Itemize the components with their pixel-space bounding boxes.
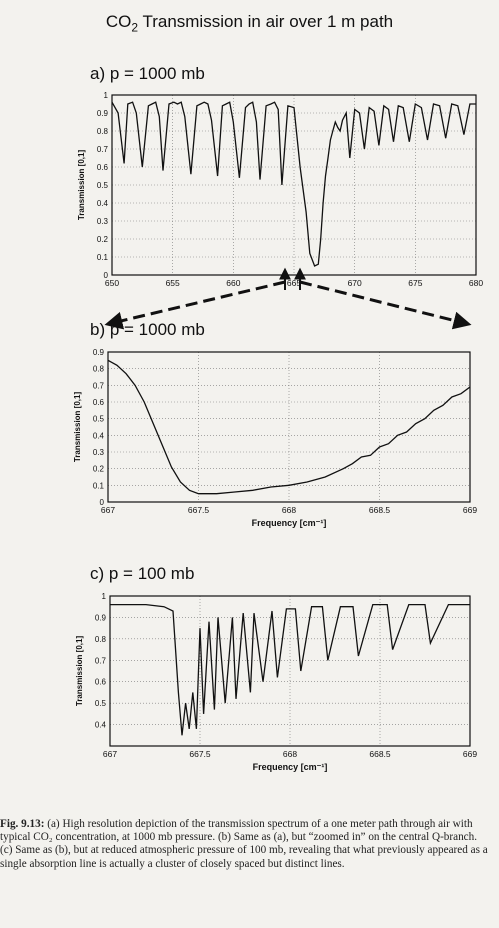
chart-b-xtick-label: 667 (101, 505, 115, 515)
chart-a-ytick-label: 0.5 (97, 181, 109, 190)
chart-b-ytick-label: 0.6 (93, 398, 105, 407)
chart-a-ytick-label: 0.1 (97, 253, 109, 262)
panel-a-label: a) p = 1000 mb (90, 64, 205, 83)
chart-c-xlabel: Frequency [cm⁻¹] (253, 762, 328, 772)
panel-c-label: c) p = 100 mb (90, 564, 195, 583)
chart-b-ytick-label: 0 (100, 498, 105, 507)
chart-a-xtick-label: 670 (348, 278, 362, 288)
chart-a-ytick-label: 1 (104, 91, 109, 100)
chart-c-ytick-label: 0.5 (95, 699, 107, 708)
chart-b-ytick-label: 0.5 (93, 415, 105, 424)
figure-caption: Fig. 9.13: (a) High resolution depiction… (0, 818, 490, 871)
chart-b-ytick-label: 0.3 (93, 448, 105, 457)
chart-c-xtick-label: 669 (463, 749, 477, 759)
chart-b-xlabel: Frequency [cm⁻¹] (252, 518, 327, 528)
chart-b-ytick-label: 0.7 (93, 381, 105, 390)
chart-a-ytick-label: 0.4 (97, 199, 109, 208)
chart-c-series-line (110, 603, 470, 736)
chart-c-xtick-label: 667 (103, 749, 117, 759)
chart-a-ytick-label: 0.7 (97, 145, 109, 154)
chart-b-frame (107, 351, 471, 503)
chart-b-xtick-label: 669 (463, 505, 477, 515)
chart-a-xtick-label: 675 (408, 278, 422, 288)
chart-b-xtick-label: 668 (282, 505, 296, 515)
zoom-arrows (104, 267, 472, 330)
chart-b-ytick-label: 0.4 (93, 431, 105, 440)
chart-b-ytick-label: 0.8 (93, 365, 105, 374)
chart-c-ytick-label: 0.9 (95, 613, 107, 622)
chart-a-xtick-label: 660 (226, 278, 240, 288)
chart-c-xtick-label: 668 (283, 749, 297, 759)
chart-c-ytick-label: 0.8 (95, 635, 107, 644)
chart-c-ylabel: Transmission [0,1] (75, 636, 84, 707)
chart-c-ytick-label: 0.7 (95, 656, 107, 665)
chart-c-frame (109, 595, 471, 747)
chart-c: 0.4 0.5 0.6 0.7 0.8 0.9 1 667 667.5 668 668.5 669 Tr… (75, 592, 477, 772)
chart-b-ytick-label: 0.9 (93, 348, 105, 357)
chart-a-ylabel: Transmission [0,1] (77, 150, 86, 221)
chart-c-ytick-label: 1 (102, 592, 107, 601)
chart-a-xtick-label: 655 (166, 278, 180, 288)
title-suffix: Transmission in air over 1 m path (138, 12, 394, 31)
zoom-arrow-right (299, 280, 472, 330)
chart-a-series-line (111, 101, 476, 267)
chart-a-ytick-label: 0.3 (97, 217, 109, 226)
chart-c-ytick-label: 0.6 (95, 678, 107, 687)
chart-a-ytick-label: 0.6 (97, 163, 109, 172)
chart-b-xtick-label: 668.5 (369, 505, 391, 515)
title-prefix: CO (105, 12, 132, 31)
chart-a-ytick-label: 0.2 (97, 235, 109, 244)
chart-c-xtick-label: 667.5 (189, 749, 211, 759)
chart-b: 0 0.1 0.2 0.3 0.4 0.5 0.6 0.7 0.8 0.9 667 667.5 668 6… (73, 348, 477, 528)
chart-a-ytick-label: 0.8 (97, 127, 109, 136)
chart-a-xtick-label: 650 (105, 278, 119, 288)
zoom-arrow-left (104, 280, 286, 330)
chart-a-xtick-label: 680 (469, 278, 483, 288)
caption-label: Fig. 9.13: (0, 818, 45, 830)
chart-b-ylabel: Transmission [0,1] (73, 392, 82, 463)
chart-a-ytick-label: 0 (104, 271, 109, 280)
chart-a-xtick-label: 665 (287, 278, 301, 288)
chart-b-xtick-label: 667.5 (188, 505, 210, 515)
chart-c-ytick-label: 0.4 (95, 721, 107, 730)
chart-b-ytick-label: 0.2 (93, 465, 105, 474)
chart-a-ytick-label: 0.9 (97, 109, 109, 118)
figure-title: CO2 Transmission in air over 1 m path (0, 12, 499, 34)
title-subscript: 2 (131, 20, 139, 35)
chart-b-ytick-label: 0.1 (93, 481, 105, 490)
chart-b-series-line (107, 359, 471, 495)
chart-c-xtick-label: 668.5 (369, 749, 391, 759)
caption-text: (a) High resolution depiction of the tra… (0, 818, 488, 870)
